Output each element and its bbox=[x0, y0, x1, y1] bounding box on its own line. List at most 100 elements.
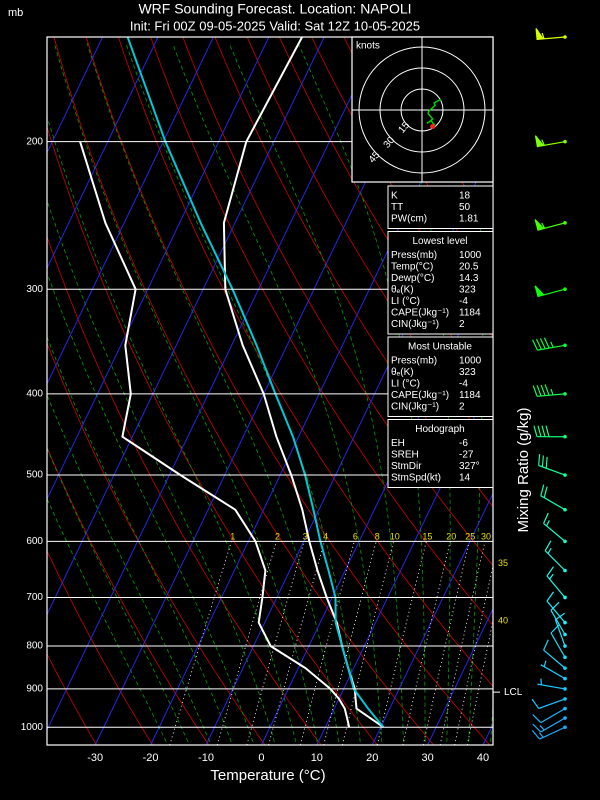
y-tick-label: 500 bbox=[26, 470, 43, 481]
mixing-ratio-label: 40 bbox=[498, 615, 508, 625]
x-tick-label: -20 bbox=[143, 752, 159, 764]
y-unit: mb bbox=[8, 7, 23, 19]
panel-label: Press(mb) bbox=[391, 356, 437, 367]
x-tick-label: -10 bbox=[198, 752, 214, 764]
mixing-ratio-line bbox=[454, 563, 493, 745]
wind-barb-base bbox=[563, 666, 567, 670]
hodograph-ring bbox=[379, 67, 465, 153]
panel-value: 323 bbox=[459, 285, 476, 296]
moist-adiabat bbox=[47, 393, 211, 742]
panel-value: 1184 bbox=[459, 390, 481, 401]
panel-label: StmSpd(kt) bbox=[391, 473, 441, 484]
wind-barb-base bbox=[563, 343, 567, 348]
wind-barb bbox=[531, 726, 566, 740]
wind-barb bbox=[534, 135, 566, 148]
panel-box bbox=[387, 231, 494, 335]
wind-barb bbox=[538, 454, 566, 476]
mixing-ratio-label: 4 bbox=[323, 531, 328, 541]
x-tick-label: 40 bbox=[477, 752, 489, 764]
panel-label: SREH bbox=[391, 450, 419, 461]
x-axis-label: Temperature (°C) bbox=[210, 767, 325, 784]
wind-barb bbox=[531, 698, 566, 710]
hodograph-ring bbox=[358, 46, 486, 174]
x-tick-label: 0 bbox=[258, 752, 264, 764]
panel-value: -27 bbox=[459, 450, 474, 461]
panel-label: TT bbox=[391, 202, 403, 213]
mixing-ratio-label: 3 bbox=[303, 531, 308, 541]
wind-barb-base bbox=[563, 473, 567, 477]
mixing-ratio-line bbox=[246, 541, 305, 745]
y-tick-label: 1000 bbox=[21, 722, 44, 733]
isotherm bbox=[47, 37, 381, 732]
panel-value: 14 bbox=[459, 473, 471, 484]
panel-title: Most Unstable bbox=[408, 342, 472, 353]
wind-barb bbox=[540, 484, 566, 511]
panel-label: Press(mb) bbox=[391, 250, 437, 261]
wind-barb bbox=[546, 591, 566, 623]
panel-value: 1000 bbox=[459, 356, 482, 367]
panel-label: θₑ(K) bbox=[391, 285, 414, 296]
y-tick-label: 300 bbox=[26, 284, 43, 295]
moist-adiabat bbox=[47, 199, 275, 742]
mixing-ratio-line bbox=[216, 541, 277, 745]
wind-barb-base bbox=[563, 676, 567, 681]
panel-label: Temp(°C) bbox=[391, 262, 433, 273]
wind-barb bbox=[532, 717, 566, 733]
dry-adiabat bbox=[53, 37, 434, 745]
panel-value: 1.81 bbox=[459, 214, 479, 225]
y-tick-label: 400 bbox=[26, 389, 43, 400]
x-tick-label: 20 bbox=[366, 752, 378, 764]
dry-adiabat bbox=[47, 125, 378, 745]
wind-barb-base bbox=[563, 632, 567, 637]
panel-title: Lowest level bbox=[412, 236, 467, 247]
dry-adiabat bbox=[150, 37, 493, 626]
panel-label: LI (°C) bbox=[391, 296, 420, 307]
storm-motion bbox=[430, 123, 436, 129]
panel-label: EH bbox=[391, 438, 405, 449]
chart-subtitle: Init: Fri 00Z 09-05-2025 Valid: Sat 12Z … bbox=[130, 18, 420, 33]
panel-value: 2 bbox=[459, 402, 465, 413]
wind-barb-base bbox=[563, 434, 567, 439]
panel-value: 1184 bbox=[459, 308, 481, 319]
wind-barb bbox=[532, 384, 566, 397]
moist-adiabat bbox=[53, 43, 318, 742]
wind-barb-base bbox=[563, 139, 567, 144]
hodograph-trace bbox=[426, 98, 442, 127]
y-tick-label: 200 bbox=[26, 136, 43, 147]
wind-barb bbox=[554, 612, 566, 647]
panel-label: Dewp(°C) bbox=[391, 273, 434, 284]
wind-barb-base bbox=[563, 35, 567, 39]
wind-barb bbox=[543, 512, 566, 542]
panel-value: -6 bbox=[459, 438, 468, 449]
mixing-ratio-line bbox=[422, 541, 470, 745]
isotherm bbox=[47, 37, 214, 385]
wind-barb-base bbox=[563, 221, 567, 225]
dry-adiabat bbox=[182, 37, 493, 567]
y-tick-label: 700 bbox=[26, 592, 43, 603]
hodograph-area bbox=[352, 37, 493, 182]
moist-adiabat bbox=[47, 115, 297, 742]
profile-line bbox=[79, 141, 351, 728]
isotherm bbox=[427, 607, 493, 745]
isotherm bbox=[47, 37, 270, 501]
panel-label: θₑ(K) bbox=[391, 367, 414, 378]
wind-barb bbox=[543, 639, 566, 669]
panel-label: CIN(Jkg⁻¹) bbox=[391, 402, 439, 413]
hodograph-ring bbox=[400, 88, 444, 132]
panel-title: Hodograph bbox=[415, 424, 464, 435]
panel-box bbox=[387, 185, 494, 229]
panel-label: K bbox=[391, 191, 398, 202]
mixing-ratio-label: 2 bbox=[275, 531, 280, 541]
panel-box bbox=[387, 336, 494, 417]
dry-adiabat bbox=[47, 235, 322, 745]
y-tick-label: 900 bbox=[26, 684, 43, 695]
panel-value: 2 bbox=[459, 319, 465, 330]
panel-label: LI (°C) bbox=[391, 379, 420, 390]
x-tick-label: 30 bbox=[421, 752, 433, 764]
wind-barb-base bbox=[563, 507, 567, 512]
wind-barb-base bbox=[563, 697, 567, 701]
panel-value: 14.3 bbox=[459, 273, 479, 284]
mixing-ratio-line bbox=[341, 541, 395, 745]
wind-barb bbox=[546, 566, 566, 598]
